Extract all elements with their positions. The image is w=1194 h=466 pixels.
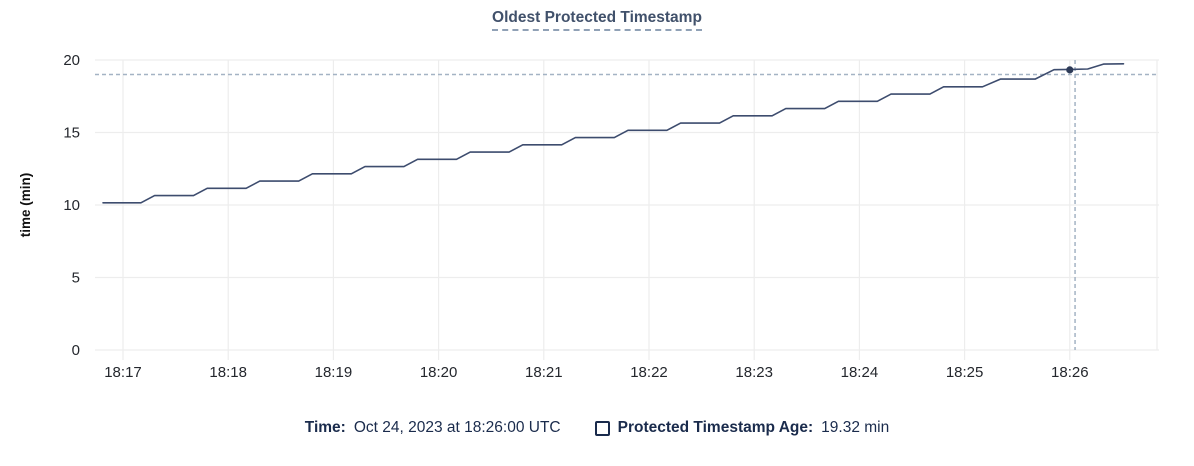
x-tick-label: 18:22 [630,364,668,381]
legend-series-toggle[interactable]: Protected Timestamp Age: 19.32 min [594,419,890,437]
x-tick-label: 18:24 [841,364,879,381]
hover-data-point [1066,66,1074,74]
y-axis-title: time (min) [18,173,33,238]
x-tick-label: 18:26 [1051,364,1089,381]
x-tick-label: 18:21 [525,364,563,381]
series-label: Protected Timestamp Age: [617,419,814,436]
series-checkbox[interactable] [594,420,610,436]
y-tick-label: 20 [63,52,80,69]
hover-time-label: Time: [304,419,346,436]
y-tick-label: 15 [63,125,80,142]
series-value: 19.32 min [821,419,890,436]
chart-title[interactable]: Oldest Protected Timestamp [492,9,702,31]
hover-time-value: Oct 24, 2023 at 18:26:00 UTC [353,419,561,436]
series-line [102,62,1125,204]
chart-legend: Time: Oct 24, 2023 at 18:26:00 UTC Prote… [0,419,1194,437]
x-tick-label: 18:23 [735,364,773,381]
x-tick-label: 18:18 [209,364,247,381]
x-tick-label: 18:19 [315,364,353,381]
y-tick-label: 10 [63,197,80,214]
x-tick-label: 18:20 [420,364,458,381]
y-tick-label: 5 [72,270,80,287]
x-tick-label: 18:25 [946,364,984,381]
chart-header: Oldest Protected Timestamp [0,9,1194,31]
hover-time: Time: Oct 24, 2023 at 18:26:00 UTC [305,419,561,437]
x-tick-label: 18:17 [104,364,142,381]
y-tick-label: 0 [72,342,80,359]
